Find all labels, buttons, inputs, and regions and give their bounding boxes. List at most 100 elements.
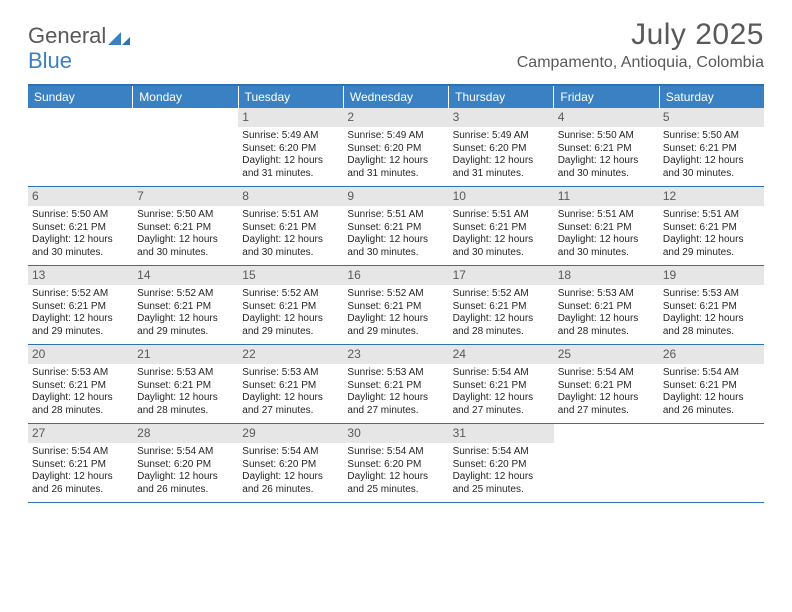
calendar-day-empty	[28, 108, 133, 186]
weekday-header: Tuesday	[239, 86, 344, 108]
weekday-header: Monday	[133, 86, 238, 108]
sunset-text: Sunset: 6:21 PM	[347, 380, 444, 393]
day-number: 2	[343, 108, 448, 127]
sunset-text: Sunset: 6:20 PM	[137, 459, 234, 472]
day-number: 14	[133, 266, 238, 285]
weekday-header: Wednesday	[344, 86, 449, 108]
calendar-week-row: 1Sunrise: 5:49 AMSunset: 6:20 PMDaylight…	[28, 108, 764, 187]
daylight-text: Daylight: 12 hours and 28 minutes.	[453, 313, 550, 338]
sunset-text: Sunset: 6:21 PM	[453, 222, 550, 235]
sunset-text: Sunset: 6:20 PM	[453, 459, 550, 472]
sunset-text: Sunset: 6:21 PM	[347, 301, 444, 314]
calendar-day-cell: 14Sunrise: 5:52 AMSunset: 6:21 PMDayligh…	[133, 266, 238, 344]
calendar-day-empty	[133, 108, 238, 186]
calendar-day-cell: 24Sunrise: 5:54 AMSunset: 6:21 PMDayligh…	[449, 345, 554, 423]
sunset-text: Sunset: 6:20 PM	[242, 459, 339, 472]
daylight-text: Daylight: 12 hours and 28 minutes.	[558, 313, 655, 338]
calendar-day-cell: 9Sunrise: 5:51 AMSunset: 6:21 PMDaylight…	[343, 187, 448, 265]
sunrise-text: Sunrise: 5:52 AM	[242, 288, 339, 301]
sunrise-text: Sunrise: 5:52 AM	[453, 288, 550, 301]
sunset-text: Sunset: 6:21 PM	[558, 143, 655, 156]
weekday-header: Saturday	[660, 86, 764, 108]
sunrise-text: Sunrise: 5:54 AM	[558, 367, 655, 380]
day-number: 22	[238, 345, 343, 364]
calendar-day-cell: 15Sunrise: 5:52 AMSunset: 6:21 PMDayligh…	[238, 266, 343, 344]
calendar-day-cell: 23 Sunrise: 5:53 AMSunset: 6:21 PMDayligh…	[343, 345, 448, 423]
sunrise-text: Sunrise: 5:49 AM	[242, 130, 339, 143]
sunset-text: Sunset: 6:21 PM	[137, 222, 234, 235]
sunrise-text: Sunrise: 5:51 AM	[453, 209, 550, 222]
day-number: 23	[343, 345, 448, 364]
sunrise-text: Sunrise: 5:52 AM	[137, 288, 234, 301]
sunrise-text: Sunrise: 5:49 AM	[453, 130, 550, 143]
day-number: 27	[28, 424, 133, 443]
sunset-text: Sunset: 6:21 PM	[347, 222, 444, 235]
calendar-day-cell: 19Sunrise: 5:53 AMSunset: 6:21 PMDayligh…	[659, 266, 764, 344]
calendar-day-cell: 5Sunrise: 5:50 AMSunset: 6:21 PMDaylight…	[659, 108, 764, 186]
weekday-header: Thursday	[449, 86, 554, 108]
calendar-day-cell: 7Sunrise: 5:50 AMSunset: 6:21 PMDaylight…	[133, 187, 238, 265]
daylight-text: Daylight: 12 hours and 29 minutes.	[347, 313, 444, 338]
calendar-week-row: 13Sunrise: 5:52 AMSunset: 6:21 PMDayligh…	[28, 266, 764, 345]
calendar-day-cell: 4Sunrise: 5:50 AMSunset: 6:21 PMDaylight…	[554, 108, 659, 186]
day-number: 31	[449, 424, 554, 443]
daylight-text: Daylight: 12 hours and 29 minutes.	[663, 234, 760, 259]
daylight-text: Daylight: 12 hours and 30 minutes.	[137, 234, 234, 259]
calendar-weeks: 1Sunrise: 5:49 AMSunset: 6:20 PMDaylight…	[28, 108, 764, 503]
daylight-text: Daylight: 12 hours and 26 minutes.	[32, 471, 129, 496]
day-number: 19	[659, 266, 764, 285]
sunrise-text: Sunrise: 5:49 AM	[347, 130, 444, 143]
day-number: 10	[449, 187, 554, 206]
sunrise-text: Sunrise: 5:50 AM	[663, 130, 760, 143]
daylight-text: Daylight: 12 hours and 29 minutes.	[32, 313, 129, 338]
day-number: 13	[28, 266, 133, 285]
daylight-text: Daylight: 12 hours and 27 minutes.	[242, 392, 339, 417]
day-number: 1	[238, 108, 343, 127]
daylight-text: Daylight: 12 hours and 30 minutes.	[558, 155, 655, 180]
sunrise-text: Sunrise: 5:54 AM	[242, 446, 339, 459]
sunset-text: Sunset: 6:21 PM	[663, 301, 760, 314]
sunset-text: Sunset: 6:21 PM	[137, 380, 234, 393]
month-title: July 2025	[517, 18, 764, 52]
day-number: 4	[554, 108, 659, 127]
sunset-text: Sunset: 6:21 PM	[663, 380, 760, 393]
calendar-day-cell: 17Sunrise: 5:52 AMSunset: 6:21 PMDayligh…	[449, 266, 554, 344]
sunset-text: Sunset: 6:21 PM	[32, 301, 129, 314]
daylight-text: Daylight: 12 hours and 27 minutes.	[347, 392, 444, 417]
sunrise-text: Sunrise: 5:54 AM	[663, 367, 760, 380]
sunrise-text: Sunrise: 5:53 AM	[242, 367, 339, 380]
day-number: 18	[554, 266, 659, 285]
sunset-text: Sunset: 6:21 PM	[558, 222, 655, 235]
calendar-day-cell: 6Sunrise: 5:50 AMSunset: 6:21 PMDaylight…	[28, 187, 133, 265]
calendar-day-cell: 10Sunrise: 5:51 AMSunset: 6:21 PMDayligh…	[449, 187, 554, 265]
daylight-text: Daylight: 12 hours and 29 minutes.	[137, 313, 234, 338]
sunset-text: Sunset: 6:21 PM	[663, 143, 760, 156]
daylight-text: Daylight: 12 hours and 30 minutes.	[558, 234, 655, 259]
sunrise-text: Sunrise: 5:54 AM	[453, 446, 550, 459]
calendar-day-cell: 16Sunrise: 5:52 AMSunset: 6:21 PMDayligh…	[343, 266, 448, 344]
day-number: 15	[238, 266, 343, 285]
calendar-day-cell: 30Sunrise: 5:54 AMSunset: 6:20 PMDayligh…	[343, 424, 448, 502]
sunset-text: Sunset: 6:21 PM	[242, 301, 339, 314]
calendar-week-row: 27Sunrise: 5:54 AMSunset: 6:21 PMDayligh…	[28, 424, 764, 503]
sunrise-text: Sunrise: 5:53 AM	[32, 367, 129, 380]
sunset-text: Sunset: 6:21 PM	[32, 459, 129, 472]
daylight-text: Daylight: 12 hours and 26 minutes.	[242, 471, 339, 496]
calendar-day-cell: 1Sunrise: 5:49 AMSunset: 6:20 PMDaylight…	[238, 108, 343, 186]
daylight-text: Daylight: 12 hours and 25 minutes.	[347, 471, 444, 496]
sunrise-text: Sunrise: 5:53 AM	[347, 367, 444, 380]
daylight-text: Daylight: 12 hours and 26 minutes.	[663, 392, 760, 417]
day-number: 20	[28, 345, 133, 364]
sunrise-text: Sunrise: 5:51 AM	[242, 209, 339, 222]
calendar-day-cell: 29Sunrise: 5:54 AMSunset: 6:20 PMDayligh…	[238, 424, 343, 502]
day-number: 12	[659, 187, 764, 206]
day-number: 16	[343, 266, 448, 285]
sunrise-text: Sunrise: 5:53 AM	[558, 288, 655, 301]
calendar-day-cell: 28Sunrise: 5:54 AMSunset: 6:20 PMDayligh…	[133, 424, 238, 502]
day-number: 9	[343, 187, 448, 206]
sunrise-text: Sunrise: 5:52 AM	[32, 288, 129, 301]
brand-logo: GeneralBlue	[28, 18, 130, 72]
sunset-text: Sunset: 6:21 PM	[32, 222, 129, 235]
sunset-text: Sunset: 6:21 PM	[242, 222, 339, 235]
daylight-text: Daylight: 12 hours and 27 minutes.	[453, 392, 550, 417]
